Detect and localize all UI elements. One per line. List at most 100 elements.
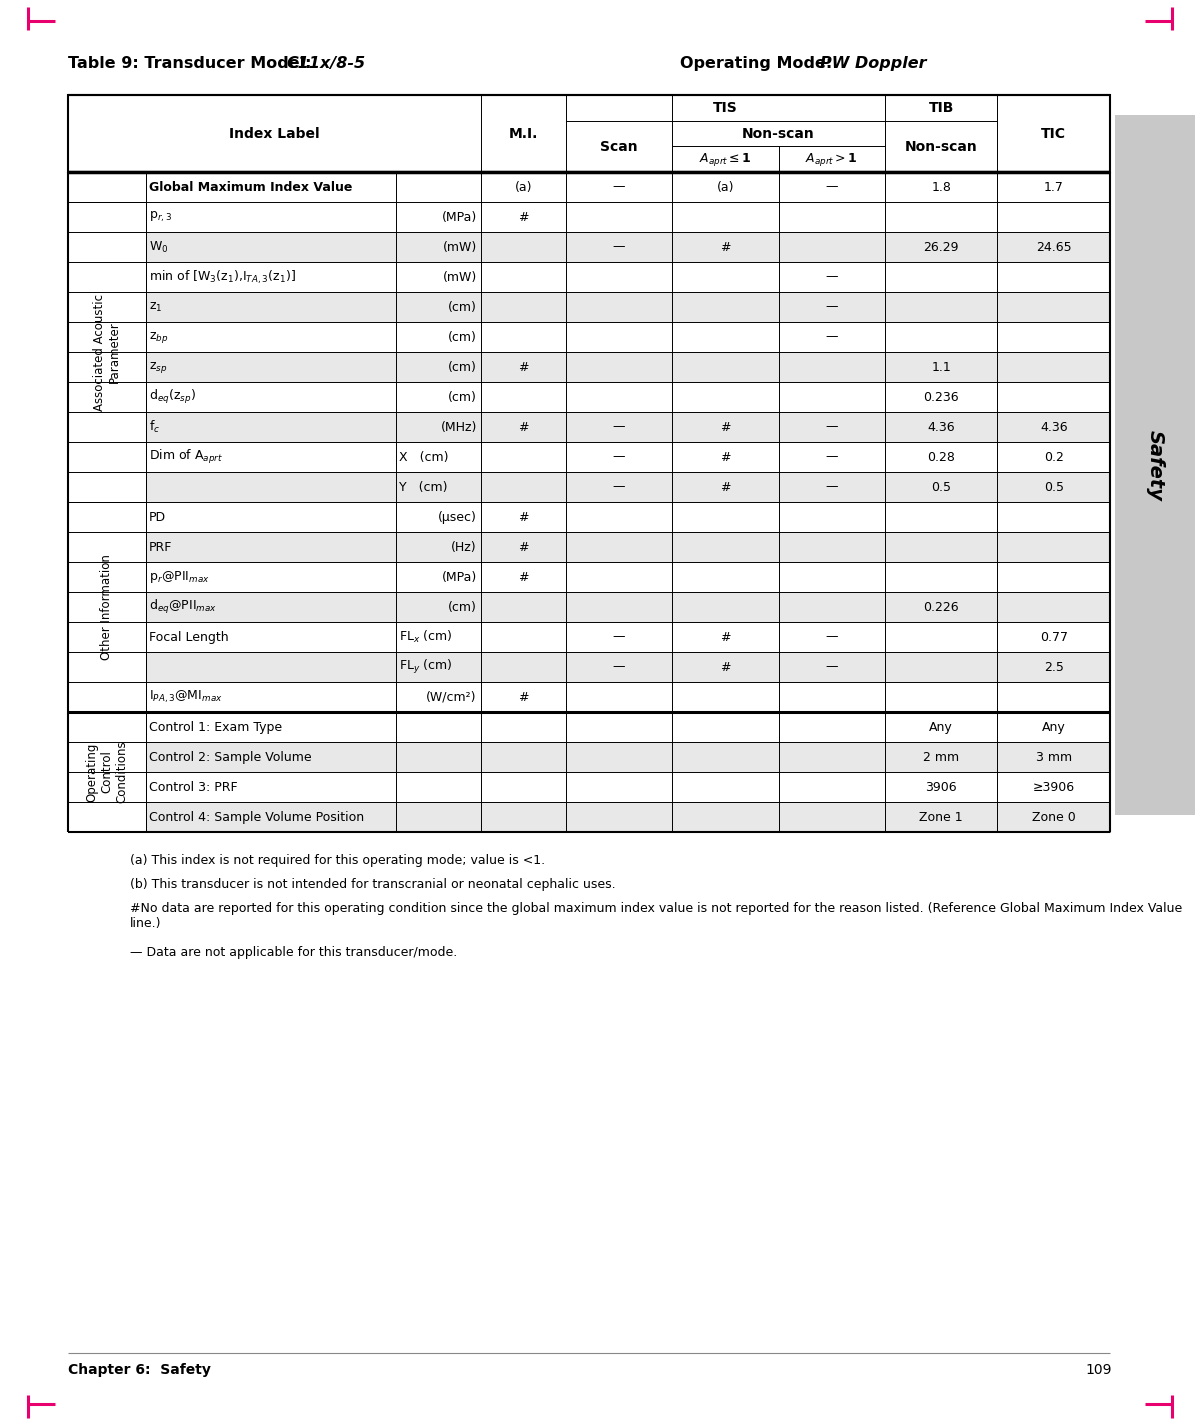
Text: #: # xyxy=(720,630,731,644)
Bar xyxy=(68,172,145,202)
Text: —: — xyxy=(826,661,838,674)
Text: #: # xyxy=(720,241,731,254)
Text: Global Maximum Index Value: Global Maximum Index Value xyxy=(149,181,352,194)
Text: (a): (a) xyxy=(515,181,532,194)
Text: (cm): (cm) xyxy=(448,301,476,314)
Text: —: — xyxy=(613,630,625,644)
Text: 4.36: 4.36 xyxy=(1040,420,1068,433)
Text: FL$_y$ (cm): FL$_y$ (cm) xyxy=(398,658,452,675)
Text: —: — xyxy=(613,661,625,674)
Text: PD: PD xyxy=(149,510,166,523)
Bar xyxy=(68,95,1110,172)
Bar xyxy=(68,532,1110,561)
Bar xyxy=(68,502,1110,532)
Text: Control 1: Exam Type: Control 1: Exam Type xyxy=(149,721,282,734)
Text: —: — xyxy=(826,420,838,433)
Text: Dim of A$_{aprt}$: Dim of A$_{aprt}$ xyxy=(149,447,223,466)
Text: (MHz): (MHz) xyxy=(440,420,476,433)
Bar xyxy=(68,472,1110,502)
Text: (Hz): (Hz) xyxy=(451,540,476,553)
Text: 0.28: 0.28 xyxy=(928,450,955,463)
Text: TIS: TIS xyxy=(713,101,738,115)
Text: Any: Any xyxy=(929,721,953,734)
Text: —: — xyxy=(613,450,625,463)
Text: 24.65: 24.65 xyxy=(1036,241,1072,254)
Text: 1.1: 1.1 xyxy=(931,361,952,373)
Text: Any: Any xyxy=(1042,721,1066,734)
Text: 0.77: 0.77 xyxy=(1039,630,1068,644)
Text: (b) This transducer is not intended for transcranial or neonatal cephalic uses.: (b) This transducer is not intended for … xyxy=(130,878,616,891)
Text: z$_{bp}$: z$_{bp}$ xyxy=(149,329,168,345)
Text: —: — xyxy=(613,480,625,493)
Text: —: — xyxy=(826,450,838,463)
Text: z$_{sp}$: z$_{sp}$ xyxy=(149,359,167,375)
Text: ≥3906: ≥3906 xyxy=(1033,781,1075,794)
Text: (cm): (cm) xyxy=(448,600,476,614)
Text: Operating
Control
Conditions: Operating Control Conditions xyxy=(85,741,128,804)
Bar xyxy=(68,442,1110,472)
Text: Chapter 6:  Safety: Chapter 6: Safety xyxy=(68,1362,211,1377)
Bar xyxy=(68,232,1110,262)
Text: —: — xyxy=(826,271,838,284)
Bar xyxy=(68,772,1110,802)
Text: Y   (cm): Y (cm) xyxy=(398,480,448,493)
Bar xyxy=(68,561,1110,591)
Text: #: # xyxy=(518,420,528,433)
Text: Index Label: Index Label xyxy=(229,127,319,141)
Text: $A_{aprt}$$>$1: $A_{aprt}$$>$1 xyxy=(805,151,858,168)
Text: Zone 1: Zone 1 xyxy=(919,811,962,824)
Text: 109: 109 xyxy=(1085,1362,1111,1377)
Text: #: # xyxy=(518,540,528,553)
Text: p$_{r,3}$: p$_{r,3}$ xyxy=(149,209,172,224)
Text: #: # xyxy=(518,570,528,583)
Bar xyxy=(68,683,1110,712)
Text: —: — xyxy=(826,331,838,343)
Bar xyxy=(68,95,1110,172)
Text: z$_1$: z$_1$ xyxy=(149,301,162,314)
Text: #: # xyxy=(720,450,731,463)
Bar xyxy=(68,172,1110,202)
Text: (cm): (cm) xyxy=(448,390,476,403)
Text: #: # xyxy=(720,420,731,433)
Text: Non-scan: Non-scan xyxy=(905,140,978,154)
Text: d$_{eq}$(z$_{sp}$): d$_{eq}$(z$_{sp}$) xyxy=(149,388,196,406)
Bar xyxy=(68,712,145,832)
Bar xyxy=(68,202,145,502)
Bar xyxy=(68,802,1110,832)
Text: (mW): (mW) xyxy=(443,241,476,254)
Text: #: # xyxy=(518,691,528,704)
Text: (MPa): (MPa) xyxy=(442,570,476,583)
Text: (μsec): (μsec) xyxy=(438,510,476,523)
Text: Other Information: Other Information xyxy=(101,554,113,660)
Text: 0.5: 0.5 xyxy=(1044,480,1063,493)
Text: Zone 0: Zone 0 xyxy=(1032,811,1075,824)
Text: #: # xyxy=(720,661,731,674)
Text: FL$_x$ (cm): FL$_x$ (cm) xyxy=(398,628,452,646)
Bar xyxy=(68,502,145,712)
Text: #: # xyxy=(720,480,731,493)
Text: #: # xyxy=(518,361,528,373)
Bar xyxy=(68,502,145,712)
Text: (cm): (cm) xyxy=(448,361,476,373)
Text: Focal Length: Focal Length xyxy=(149,630,228,644)
Text: 0.226: 0.226 xyxy=(923,600,959,614)
Text: (W/cm²): (W/cm²) xyxy=(426,691,476,704)
Text: 1.8: 1.8 xyxy=(931,181,952,194)
Text: #No data are reported for this operating condition since the global maximum inde: #No data are reported for this operating… xyxy=(130,902,1182,931)
Text: W$_0$: W$_0$ xyxy=(149,239,168,255)
Bar xyxy=(68,412,1110,442)
Bar xyxy=(68,742,1110,772)
Text: Safety: Safety xyxy=(1146,429,1164,500)
Bar xyxy=(68,202,1110,232)
Text: Control 4: Sample Volume Position: Control 4: Sample Volume Position xyxy=(149,811,364,824)
Text: (cm): (cm) xyxy=(448,331,476,343)
Text: TIB: TIB xyxy=(929,101,954,115)
Text: X   (cm): X (cm) xyxy=(398,450,449,463)
Bar xyxy=(68,352,1110,382)
Bar xyxy=(68,712,145,832)
Text: —: — xyxy=(826,301,838,314)
Text: M.I.: M.I. xyxy=(509,127,538,141)
Bar xyxy=(68,292,1110,322)
Bar xyxy=(68,621,1110,653)
Text: —: — xyxy=(826,630,838,644)
